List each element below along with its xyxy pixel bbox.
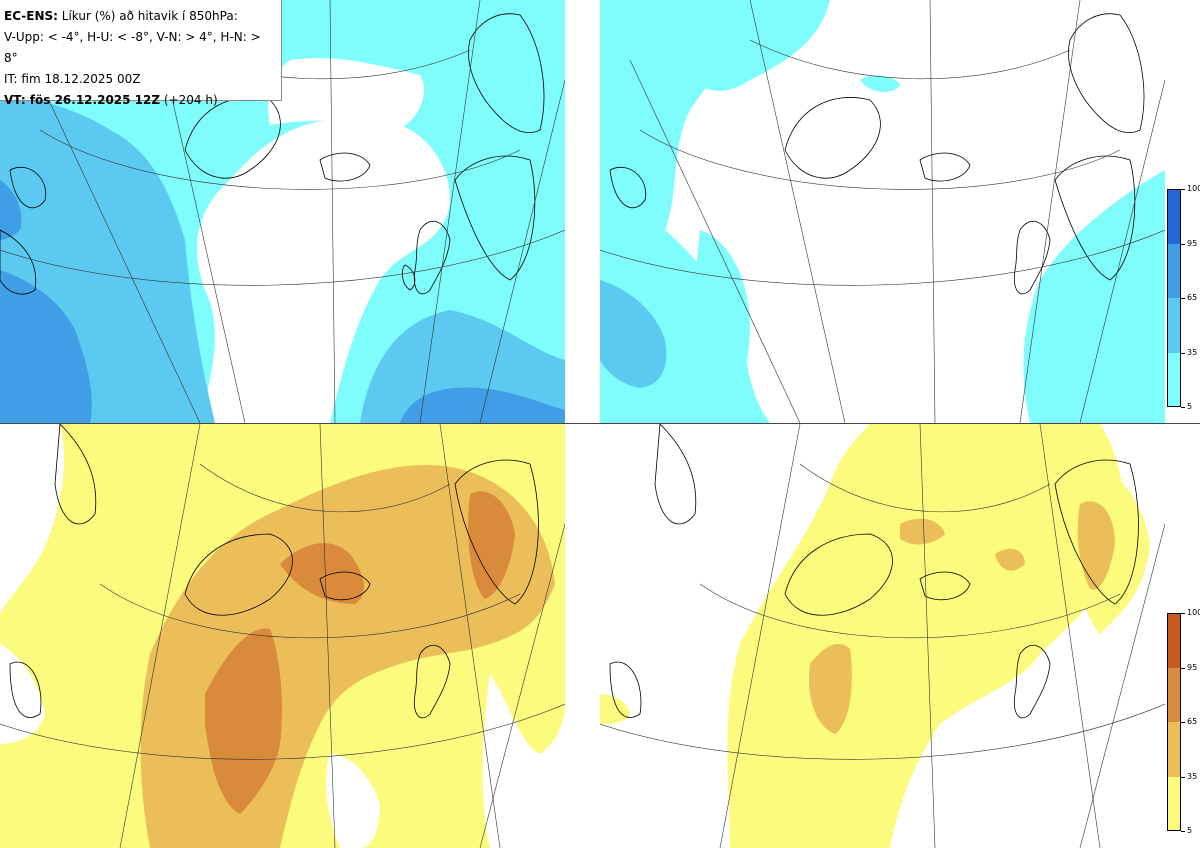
map-panel-h-u	[600, 0, 1165, 423]
lead-time-label: (+204 h)	[160, 93, 218, 107]
graticule	[600, 0, 1165, 423]
graticule	[600, 424, 1165, 848]
colorbar-h-u: 100 95 65 35 5	[1167, 185, 1200, 411]
info-line-valid-time: VT: fös 26.12.2025 12Z (+204 h)	[4, 90, 277, 111]
colorbar-tick-label: 65	[1187, 717, 1198, 726]
colorbar-tick	[1181, 243, 1185, 245]
info-line-title: EC-ENS: Líkur (%) að hitavik í 850hPa:	[4, 6, 277, 27]
coastlines	[0, 13, 545, 295]
colorbar-tick-label: 5	[1187, 826, 1193, 835]
colorbar-tick	[1181, 298, 1185, 299]
graticule	[0, 424, 565, 848]
prob-region-35-65	[600, 280, 667, 388]
colorbar-segment	[1167, 298, 1181, 353]
colorbar-tick	[1181, 613, 1185, 614]
colorbar-segment	[1167, 613, 1181, 668]
colorbar-segment	[1167, 667, 1181, 722]
graticule	[0, 0, 565, 423]
colorbar-tick-label: 100	[1187, 608, 1200, 617]
prob-region-35-65	[809, 644, 852, 734]
map-h-n	[600, 424, 1165, 848]
colorbar-tick-label: 95	[1187, 662, 1198, 672]
prob-region-below-5	[197, 118, 450, 423]
colorbar-tick-label: 5	[1187, 402, 1193, 411]
variable-label: Líkur (%) að hitavik í 850hPa:	[57, 9, 238, 23]
coastlines	[609, 13, 1145, 295]
panel-separator-horizontal	[0, 423, 1200, 424]
colorbar-segment	[1167, 189, 1181, 244]
map-h-u	[600, 0, 1165, 423]
prob-region-65-95	[0, 270, 92, 423]
colorbar-tick	[1181, 722, 1185, 723]
colorbar-tick-label: 65	[1187, 293, 1198, 302]
info-line-thresholds: V-Upp: < -4°, H-U: < -8°, V-N: > 4°, H-N…	[4, 30, 261, 65]
colorbar-tick-label: 35	[1187, 771, 1198, 781]
prob-region-below-5	[0, 424, 65, 614]
colorbar-frame	[1167, 613, 1181, 831]
map-panel-h-n	[600, 424, 1165, 848]
colorbar-tick-label: 35	[1187, 347, 1198, 357]
colorbar-h-n: 100 95 65 35 5	[1167, 609, 1200, 835]
info-line-init-time: IT: fim 18.12.2025 00Z	[4, 72, 141, 86]
coastlines	[9, 424, 539, 719]
model-label: EC-ENS:	[4, 9, 58, 23]
colorbar-segment	[1167, 722, 1181, 777]
prob-region-65-95	[205, 628, 282, 814]
colorbar-tick	[1181, 776, 1185, 778]
colorbar-tick	[1181, 189, 1185, 190]
colorbar-tick	[1181, 667, 1185, 669]
colorbar-tick	[1181, 407, 1185, 408]
coastlines	[609, 424, 1139, 719]
prob-region-5-35	[727, 424, 1124, 848]
colorbar-tick-label: 95	[1187, 238, 1198, 248]
valid-time-label: VT: fös 26.12.2025 12Z	[4, 93, 161, 107]
map-v-n	[0, 424, 565, 848]
colorbar-segment	[1167, 776, 1181, 831]
info-box: EC-ENS: Líkur (%) að hitavik í 850hPa: V…	[0, 0, 282, 107]
colorbar-frame	[1167, 189, 1181, 407]
panel-separator-vertical	[598, 0, 600, 848]
colorbar-segment	[1167, 352, 1181, 407]
colorbar-segment	[1167, 243, 1181, 298]
map-v-upp	[0, 0, 565, 423]
colorbar-tick	[1181, 352, 1185, 354]
colorbar-tick	[1181, 831, 1185, 832]
colorbar-tick-label: 100	[1187, 184, 1200, 193]
